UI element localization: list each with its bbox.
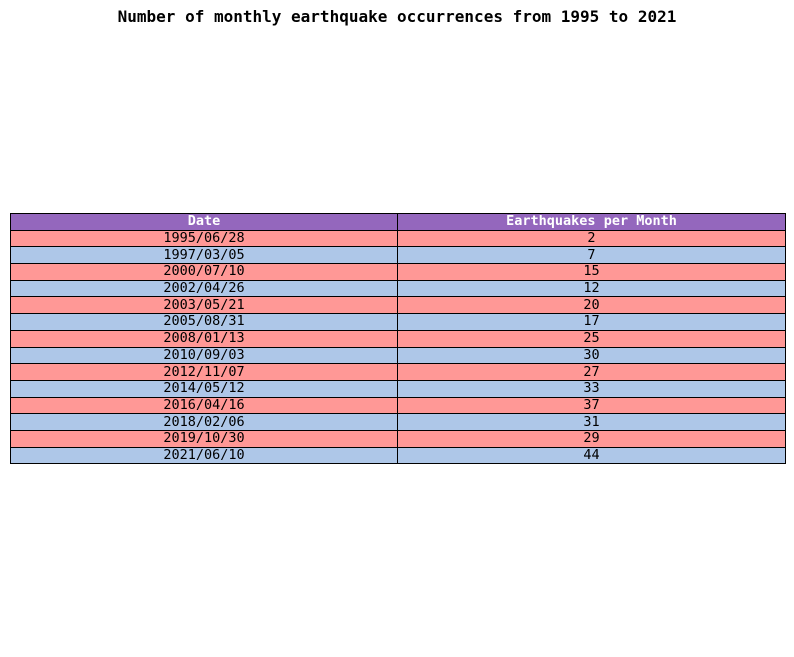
cell-earthquake-count: 17 bbox=[397, 313, 786, 331]
cell-earthquake-count: 25 bbox=[397, 329, 786, 348]
table-row: 2019/10/30 29 bbox=[10, 429, 786, 448]
cell-date: 2000/07/10 bbox=[10, 263, 398, 281]
cell-date: 2008/01/13 bbox=[10, 329, 398, 348]
table-row: 2005/08/31 17 bbox=[10, 313, 786, 331]
cell-earthquake-count: 27 bbox=[397, 363, 786, 381]
table-row: 2016/04/16 37 bbox=[10, 396, 786, 415]
table-row: 2018/02/06 31 bbox=[10, 413, 786, 431]
cell-date: 2003/05/21 bbox=[10, 296, 398, 315]
cell-date: 1995/06/28 bbox=[10, 229, 398, 248]
cell-earthquake-count: 15 bbox=[397, 263, 786, 281]
table-header-row: Date Earthquakes per Month bbox=[10, 213, 786, 231]
table-row: 2014/05/12 33 bbox=[10, 379, 786, 398]
cell-date: 2005/08/31 bbox=[10, 313, 398, 331]
data-table: Date Earthquakes per Month 1995/06/28 2 19… bbox=[10, 213, 786, 465]
table-row: 2010/09/03 30 bbox=[10, 346, 786, 365]
cell-earthquake-count: 31 bbox=[397, 413, 786, 431]
cell-date: 2014/05/12 bbox=[10, 379, 398, 398]
table-row: 2002/04/26 12 bbox=[10, 279, 786, 298]
cell-earthquake-count: 2 bbox=[397, 229, 786, 248]
cell-earthquake-count: 33 bbox=[397, 379, 786, 398]
cell-date: 2018/02/06 bbox=[10, 413, 398, 431]
cell-earthquake-count: 20 bbox=[397, 296, 786, 315]
table-row: 2012/11/07 27 bbox=[10, 363, 786, 381]
cell-date: 2021/06/10 bbox=[10, 446, 398, 465]
cell-earthquake-count: 12 bbox=[397, 279, 786, 298]
table-row: 2008/01/13 25 bbox=[10, 329, 786, 348]
cell-date: 2012/11/07 bbox=[10, 363, 398, 381]
table-row: 2003/05/21 20 bbox=[10, 296, 786, 315]
cell-date: 2010/09/03 bbox=[10, 346, 398, 365]
cell-date: 2019/10/30 bbox=[10, 429, 398, 448]
cell-earthquake-count: 30 bbox=[397, 346, 786, 365]
cell-date: 2002/04/26 bbox=[10, 279, 398, 298]
cell-earthquake-count: 44 bbox=[397, 446, 786, 465]
cell-date: 2016/04/16 bbox=[10, 396, 398, 415]
table-row: 2000/07/10 15 bbox=[10, 263, 786, 281]
cell-earthquake-count: 29 bbox=[397, 429, 786, 448]
table-row: 2021/06/10 44 bbox=[10, 446, 786, 465]
column-header-date: Date bbox=[10, 213, 398, 231]
table-row: 1997/03/05 7 bbox=[10, 246, 786, 265]
cell-earthquake-count: 7 bbox=[397, 246, 786, 265]
cell-earthquake-count: 37 bbox=[397, 396, 786, 415]
cell-date: 1997/03/05 bbox=[10, 246, 398, 265]
table-row: 1995/06/28 2 bbox=[10, 229, 786, 248]
column-header-earthquakes: Earthquakes per Month bbox=[397, 213, 786, 231]
chart-title: Number of monthly earthquake occurrences… bbox=[117, 7, 677, 26]
table-body: 1995/06/28 2 1997/03/05 7 2000/07/10 15 2002/0… bbox=[10, 229, 786, 465]
